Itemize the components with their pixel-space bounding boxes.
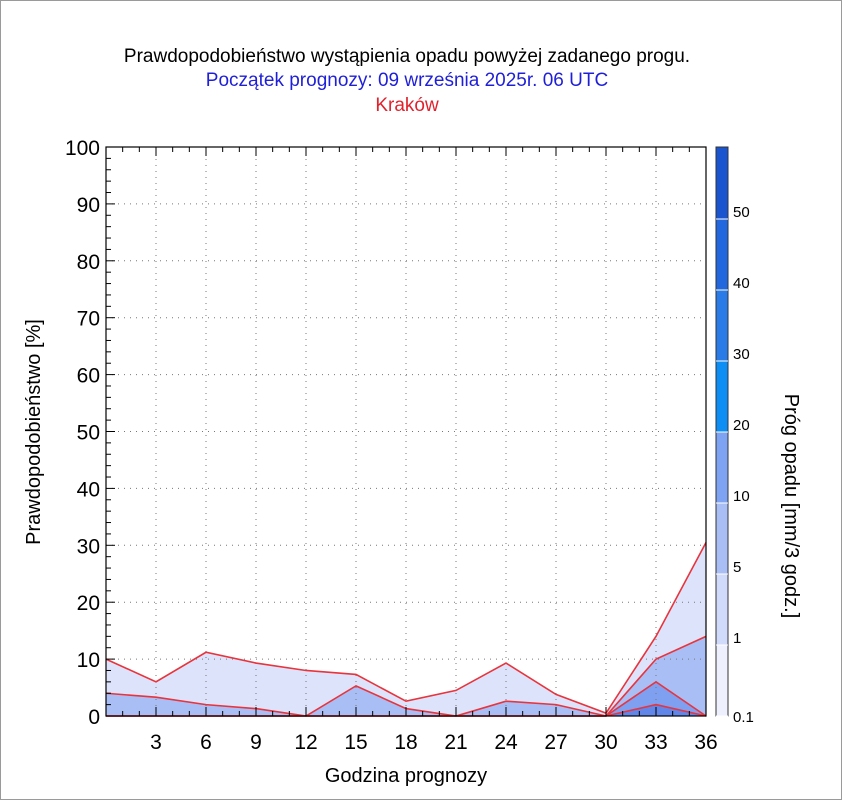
x-tick-label: 21 — [444, 731, 467, 754]
colorbar-band — [716, 574, 728, 645]
y-tick-label: 100 — [65, 137, 100, 160]
x-tick-label: 12 — [294, 731, 317, 754]
plot-area: 3 6 9 12 15 18 21 24 27 30 33 360102030405060708090… — [65, 137, 754, 754]
y-tick-label: 10 — [77, 649, 100, 672]
colorbar-tick-label: 40 — [733, 275, 750, 292]
chart-title: Prawdopodobieństwo wystąpienia opadu pow… — [124, 46, 690, 67]
colorbar-band — [716, 645, 728, 716]
y-tick-label: 20 — [77, 592, 100, 615]
x-tick-label: 3 — [150, 731, 162, 754]
colorbar-band — [716, 361, 728, 432]
chart-location: Kraków — [375, 95, 439, 116]
colorbar-tick-label: 10 — [733, 488, 750, 505]
x-tick-label: 27 — [544, 731, 567, 754]
colorbar-tick-label: 50 — [733, 204, 750, 221]
y-tick-label: 30 — [77, 535, 100, 558]
x-tick-label: 6 — [200, 731, 212, 754]
y-tick-label: 90 — [77, 194, 100, 217]
y-tick-label: 40 — [77, 478, 100, 501]
colorbar-tick-label: 5 — [733, 559, 741, 576]
colorbar-band — [716, 432, 728, 503]
x-tick-label: 9 — [250, 731, 262, 754]
x-tick-label: 36 — [694, 731, 717, 754]
colorbar-band — [716, 219, 728, 290]
colorbar-label: Próg opadu [mm/3 godz.] — [780, 394, 802, 619]
x-tick-label: 30 — [594, 731, 617, 754]
area-threshold-10 — [106, 704, 706, 716]
x-axis-label: Godzina prognozy — [325, 765, 487, 787]
y-axis-label: Prawdopodobieństwo [%] — [23, 319, 45, 545]
y-tick-label: 80 — [77, 251, 100, 274]
colorbar-tick-label: 0.1 — [733, 709, 754, 726]
colorbar-band — [716, 290, 728, 361]
colorbar-tick-label: 30 — [733, 346, 750, 363]
colorbar-band — [716, 147, 728, 219]
colorbar-tick-label: 1 — [733, 630, 741, 647]
x-tick-label: 33 — [644, 731, 667, 754]
y-tick-label: 60 — [77, 365, 100, 388]
x-tick-label: 18 — [394, 731, 417, 754]
x-tick-label: 24 — [494, 731, 518, 754]
colorbar-tick-label: 20 — [733, 417, 750, 434]
area-threshold-0-1 — [106, 542, 706, 716]
colorbar-band — [716, 503, 728, 574]
y-tick-label: 50 — [77, 422, 100, 445]
y-tick-label: 70 — [77, 308, 100, 331]
y-tick-label: 0 — [88, 706, 100, 729]
x-tick-label: 15 — [344, 731, 367, 754]
chart-subtitle: Początek prognozy: 09 września 2025r. 06… — [206, 70, 608, 91]
